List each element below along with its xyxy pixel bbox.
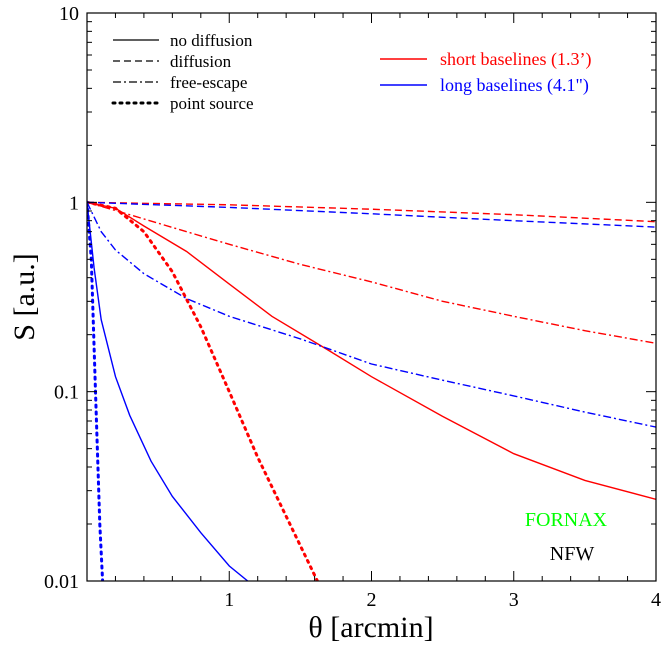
ticks-layer: 1 2 3 4 0.01 0.1 1 10: [44, 3, 661, 611]
series-line-0: [87, 201, 656, 500]
x-axis-label: θ [arcmin]: [308, 611, 433, 644]
y-tick-label: 10: [59, 3, 79, 25]
annotation-nfw: NFW: [550, 543, 595, 565]
series-line-2: [87, 201, 656, 344]
color-legend-label-1: long baselines (4.1"): [440, 75, 589, 96]
color-legend-label-0: short baselines (1.3’): [440, 49, 591, 70]
style-legend-label-0: no diffusion: [170, 31, 253, 50]
color-legend: short baselines (1.3’) long baselines (4.…: [380, 49, 591, 96]
y-axis-label: S [a.u.]: [8, 253, 41, 340]
style-legend-label-2: free-escape: [170, 73, 247, 92]
style-legend: no diffusion diffusion free-escape point so…: [111, 31, 254, 113]
series-line-3: [87, 200, 319, 581]
x-tick-label: 2: [367, 589, 377, 611]
y-tick-label: 0.1: [54, 382, 79, 404]
style-legend-label-1: diffusion: [170, 52, 232, 71]
x-tick-label: 1: [224, 589, 234, 611]
y-tick-label: 1: [69, 192, 79, 214]
series-line-5: [87, 201, 656, 228]
y-tick-label: 0.01: [44, 571, 79, 593]
style-legend-label-3: point source: [170, 94, 254, 113]
series-line-1: [87, 201, 656, 223]
series-line-4: [87, 202, 249, 581]
x-tick-label: 3: [509, 589, 519, 611]
x-tick-label: 4: [651, 589, 661, 611]
annotation-fornax: FORNAX: [525, 509, 608, 531]
series-line-6: [87, 201, 656, 428]
